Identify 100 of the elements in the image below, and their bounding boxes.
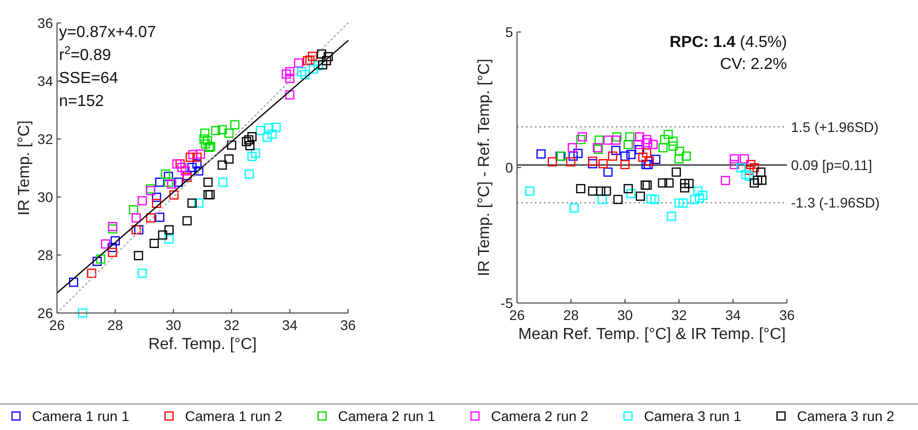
point: [302, 56, 312, 66]
point: [570, 203, 579, 212]
point: [218, 178, 228, 187]
point: [192, 159, 202, 169]
point: [660, 134, 670, 144]
x-tick-label: 32: [671, 307, 687, 323]
y-tick-label: 28: [37, 246, 54, 263]
point: [192, 152, 202, 162]
point: [651, 154, 660, 164]
point: [646, 194, 656, 204]
point: [525, 186, 534, 196]
point: [636, 192, 645, 201]
point: [177, 162, 186, 172]
point: [247, 152, 257, 161]
point: [674, 198, 684, 208]
point: [611, 136, 620, 145]
point: [613, 194, 623, 204]
point: [576, 184, 586, 194]
point: [227, 140, 236, 150]
point: [132, 213, 141, 222]
point: [187, 162, 197, 172]
point: [300, 70, 310, 80]
point: [128, 205, 138, 214]
point: [684, 178, 694, 188]
point: [641, 160, 651, 170]
point: [138, 196, 147, 206]
point: [573, 148, 583, 158]
point: [100, 239, 110, 249]
point: [110, 236, 120, 246]
x-tick-label: 34: [725, 307, 741, 323]
x-tick-label: 32: [224, 317, 240, 333]
point: [678, 198, 688, 208]
point: [267, 129, 277, 139]
point: [174, 178, 183, 187]
y-tick-label: 32: [37, 130, 54, 147]
legend-label: Camera 1 run 1: [32, 408, 130, 424]
point: [596, 186, 606, 196]
point: [668, 136, 678, 146]
x-tick-label: 34: [282, 317, 298, 333]
point: [155, 212, 164, 222]
point: [634, 145, 644, 154]
point: [664, 178, 674, 188]
point: [756, 168, 766, 177]
point: [308, 52, 318, 61]
point: [282, 69, 291, 79]
point: [680, 178, 690, 188]
point: [172, 159, 182, 169]
point: [167, 179, 176, 189]
legend-label: Camera 3 run 2: [797, 408, 894, 424]
point: [218, 125, 227, 134]
point: [314, 61, 323, 70]
point: [642, 180, 652, 190]
x-tick-label: 36: [779, 307, 795, 323]
point: [598, 194, 607, 204]
point: [164, 172, 174, 182]
point: [620, 152, 630, 161]
point: [285, 90, 294, 100]
point: [308, 64, 318, 74]
y-axis-title: IR Temp. [°C] - Ref. Temp. [°C]: [476, 58, 493, 276]
point: [642, 134, 652, 144]
point: [744, 172, 754, 181]
point: [611, 146, 620, 156]
point: [218, 160, 227, 170]
point: [202, 136, 212, 146]
point: [650, 194, 660, 204]
ref-line-label: 0.09 [p=0.11]: [791, 156, 872, 173]
legend-label: Camera 2 run 2: [491, 408, 588, 424]
point: [244, 169, 254, 179]
ref-line-label: 1.5 (+1.96SD): [791, 118, 879, 135]
point: [160, 169, 170, 179]
point: [210, 126, 220, 136]
point: [730, 154, 739, 164]
x-tick-label: 36: [340, 317, 356, 333]
point: [674, 154, 684, 164]
point: [200, 128, 210, 138]
point: [603, 168, 613, 177]
point: [644, 156, 654, 166]
point: [602, 186, 611, 196]
point: [285, 67, 294, 76]
y-tick-label: 0: [505, 159, 514, 176]
point: [164, 234, 174, 244]
point: [250, 148, 260, 158]
x-tick-label: 30: [166, 317, 182, 333]
point: [152, 192, 162, 202]
annotation: RPC: 1.4 (4.5%): [670, 34, 787, 51]
point: [150, 238, 159, 248]
point: [132, 225, 141, 234]
point: [322, 56, 332, 66]
point: [730, 160, 739, 170]
point: [666, 212, 676, 221]
point: [626, 188, 636, 198]
point: [638, 152, 648, 162]
x-tick-label: 26: [49, 317, 65, 333]
point: [134, 250, 144, 260]
point: [108, 242, 117, 252]
point: [588, 186, 598, 196]
point: [87, 268, 96, 278]
point: [92, 256, 102, 266]
x-tick-label: 28: [563, 307, 579, 323]
point: [155, 178, 164, 187]
